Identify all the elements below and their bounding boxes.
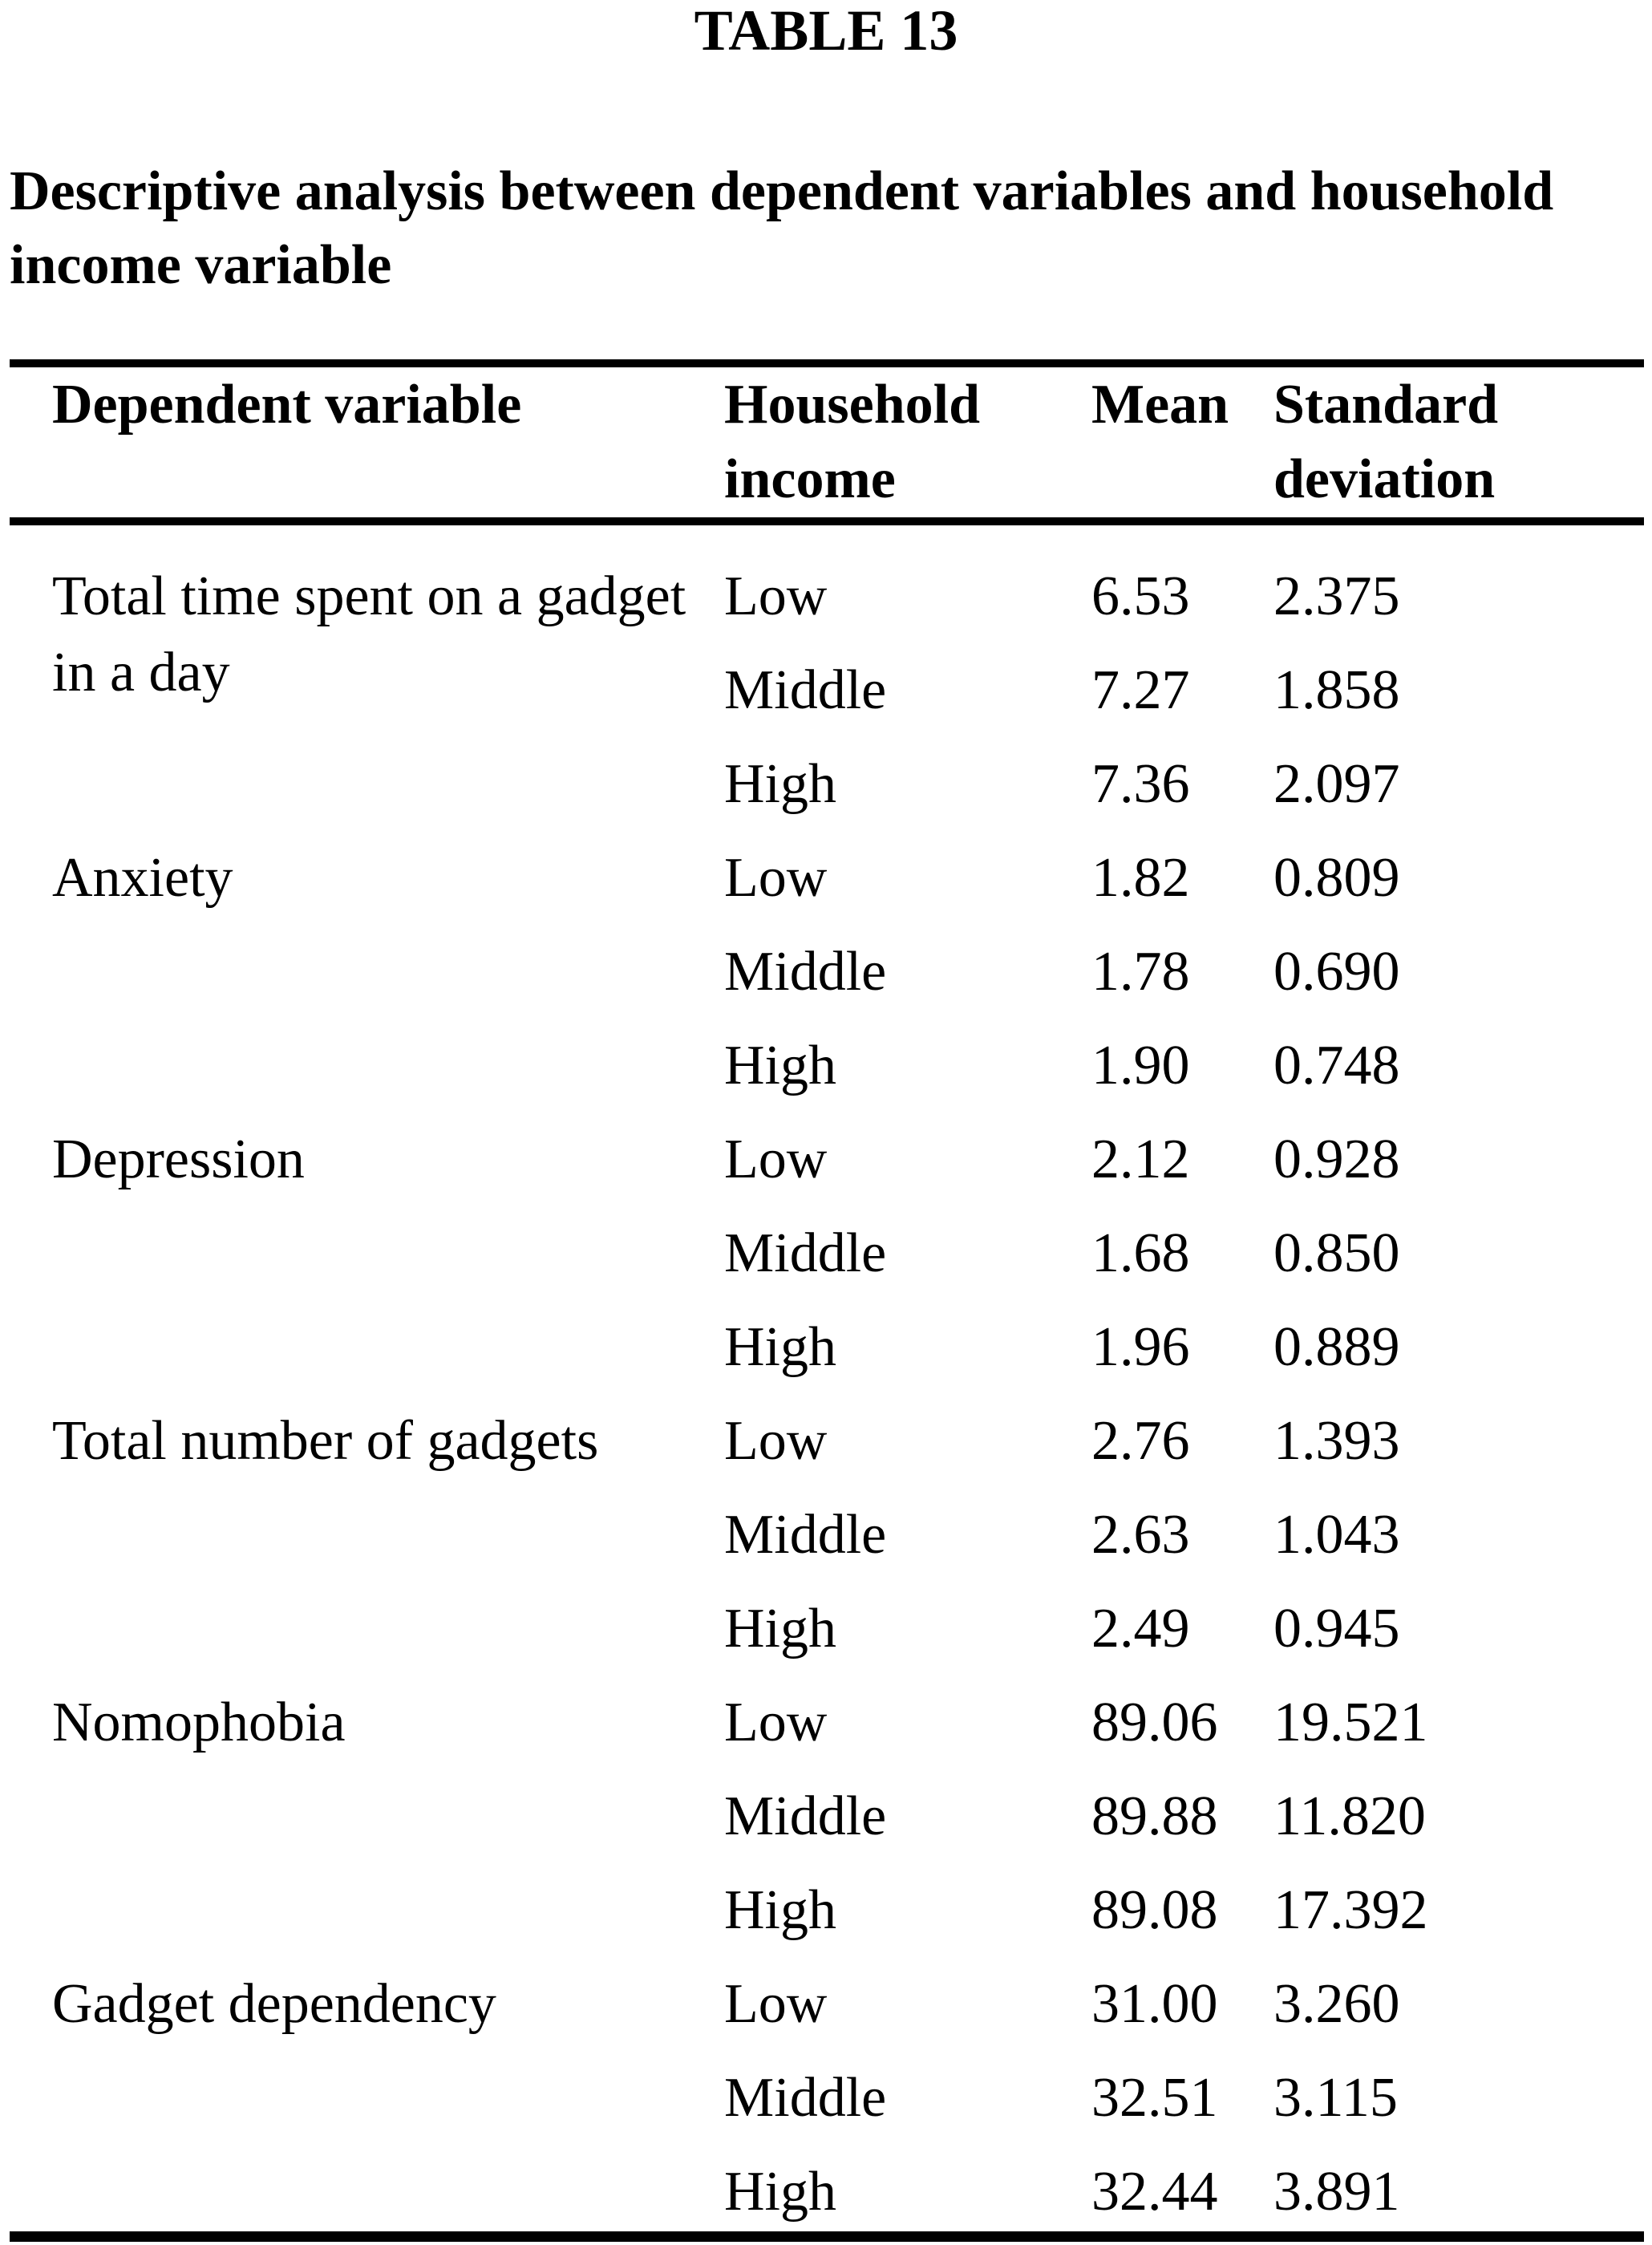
table-top-rule (10, 359, 1644, 367)
sd-value-cell: 19.521 (1273, 1692, 1428, 1753)
table-row: High 1.90 0.748 (0, 1019, 1652, 1112)
income-level-cell: Low (724, 1129, 828, 1190)
sd-value-cell: 0.850 (1273, 1222, 1400, 1284)
column-header-household-income: Household income (724, 374, 980, 510)
table-header-row: Dependent variable Household income Mean… (0, 367, 1652, 517)
mean-value-cell: 2.63 (1091, 1504, 1190, 1566)
table-caption-line-2: income variable (10, 234, 392, 296)
sd-value-cell: 0.889 (1273, 1316, 1400, 1378)
table-row: Middle 1.78 0.690 (0, 925, 1652, 1019)
table-caption-line-1: Descriptive analysis between dependent v… (10, 160, 1554, 222)
income-level-cell: High (724, 2161, 836, 2223)
dependent-variable-label: Nomophobia (52, 1692, 346, 1753)
income-level-cell: Middle (724, 1785, 887, 1847)
income-level-cell: Low (724, 1692, 828, 1753)
sd-value-cell: 17.392 (1273, 1879, 1428, 1941)
income-level-cell: High (724, 1598, 836, 1659)
mean-value-cell: 32.51 (1091, 2067, 1218, 2129)
column-header-dependent-variable: Dependent variable (52, 374, 522, 436)
income-level-cell: Low (724, 565, 828, 627)
table-number-heading: TABLE 13 (694, 0, 958, 63)
sd-value-cell: 1.043 (1273, 1504, 1400, 1566)
table-bottom-rule (10, 2231, 1644, 2242)
income-level-cell: Middle (724, 2067, 887, 2129)
mean-value-cell: 1.78 (1091, 941, 1190, 1003)
table-row: Low 2.76 1.393 (0, 1394, 1652, 1488)
dependent-variable-label: Total number of gadgets (52, 1410, 599, 1472)
mean-value-cell: 2.12 (1091, 1129, 1190, 1190)
income-level-cell: Middle (724, 941, 887, 1003)
column-header-standard-deviation: Standard deviation (1273, 374, 1499, 510)
mean-value-cell: 7.27 (1091, 659, 1190, 721)
table-row: Middle 7.27 1.858 (0, 643, 1652, 737)
table-row: Middle 1.68 0.850 (0, 1206, 1652, 1300)
mean-value-cell: 89.06 (1091, 1692, 1218, 1753)
variable-group-depression: Depression Low 2.12 0.928 Middle 1.68 0.… (0, 1112, 1652, 1394)
sd-value-cell: 1.393 (1273, 1410, 1400, 1472)
table-row: High 89.08 17.392 (0, 1863, 1652, 1957)
income-level-cell: Middle (724, 1504, 887, 1566)
mean-value-cell: 32.44 (1091, 2161, 1218, 2223)
mean-value-cell: 2.49 (1091, 1598, 1190, 1659)
income-level-cell: Middle (724, 1222, 887, 1284)
table-body: Total time spent on a gadget in a day Lo… (0, 549, 1652, 2239)
dependent-variable-label: Total time spent on a gadget in a day (52, 565, 686, 703)
table-row: Middle 89.88 11.820 (0, 1769, 1652, 1863)
mean-value-cell: 6.53 (1091, 565, 1190, 627)
column-header-mean: Mean (1091, 374, 1229, 436)
variable-group-total-gadgets: Total number of gadgets Low 2.76 1.393 M… (0, 1394, 1652, 1676)
mean-value-cell: 89.08 (1091, 1879, 1218, 1941)
income-level-cell: High (724, 753, 836, 815)
mean-value-cell: 31.00 (1091, 1973, 1218, 2035)
table-row: Low 2.12 0.928 (0, 1112, 1652, 1206)
table-row: Low 89.06 19.521 (0, 1676, 1652, 1769)
income-level-cell: Low (724, 1410, 828, 1472)
income-level-cell: High (724, 1316, 836, 1378)
sd-value-cell: 0.690 (1273, 941, 1400, 1003)
sd-value-cell: 3.260 (1273, 1973, 1400, 2035)
table-row: Low 6.53 2.375 (0, 549, 1652, 643)
table-row: Middle 2.63 1.043 (0, 1488, 1652, 1582)
table-row: High 7.36 2.097 (0, 737, 1652, 831)
sd-value-cell: 2.097 (1273, 753, 1400, 815)
sd-value-cell: 1.858 (1273, 659, 1400, 721)
sd-value-cell: 0.809 (1273, 847, 1400, 909)
income-level-cell: High (724, 1879, 836, 1941)
mean-value-cell: 2.76 (1091, 1410, 1190, 1472)
mean-value-cell: 1.68 (1091, 1222, 1190, 1284)
variable-group-gadget-dependency: Gadget dependency Low 31.00 3.260 Middle… (0, 1957, 1652, 2239)
dependent-variable-label: Gadget dependency (52, 1973, 496, 2035)
mean-value-cell: 1.82 (1091, 847, 1190, 909)
dependent-variable-label: Depression (52, 1129, 305, 1190)
sd-value-cell: 3.891 (1273, 2161, 1400, 2223)
income-level-cell: High (724, 1035, 836, 1096)
table-row: High 1.96 0.889 (0, 1300, 1652, 1394)
sd-value-cell: 11.820 (1273, 1785, 1426, 1847)
mean-value-cell: 1.96 (1091, 1316, 1190, 1378)
dependent-variable-label: Anxiety (52, 847, 233, 909)
table-row: High 32.44 3.891 (0, 2145, 1652, 2239)
sd-value-cell: 0.748 (1273, 1035, 1400, 1096)
sd-value-cell: 0.928 (1273, 1129, 1400, 1190)
mean-value-cell: 1.90 (1091, 1035, 1190, 1096)
table-row: Low 31.00 3.260 (0, 1957, 1652, 2051)
mean-value-cell: 89.88 (1091, 1785, 1218, 1847)
variable-group-nomophobia: Nomophobia Low 89.06 19.521 Middle 89.88… (0, 1676, 1652, 1957)
income-level-cell: Low (724, 847, 828, 909)
sd-value-cell: 2.375 (1273, 565, 1400, 627)
table-header-rule (10, 517, 1644, 525)
income-level-cell: Low (724, 1973, 828, 2035)
table-caption: Descriptive analysis between dependent v… (10, 155, 1614, 302)
variable-group-total-time: Total time spent on a gadget in a day Lo… (0, 549, 1652, 831)
table-row: Low 1.82 0.809 (0, 831, 1652, 925)
table-row: High 2.49 0.945 (0, 1582, 1652, 1676)
mean-value-cell: 7.36 (1091, 753, 1190, 815)
sd-value-cell: 3.115 (1273, 2067, 1398, 2129)
sd-value-cell: 0.945 (1273, 1598, 1400, 1659)
variable-group-anxiety: Anxiety Low 1.82 0.809 Middle 1.78 0.690… (0, 831, 1652, 1112)
income-level-cell: Middle (724, 659, 887, 721)
table-row: Middle 32.51 3.115 (0, 2051, 1652, 2145)
